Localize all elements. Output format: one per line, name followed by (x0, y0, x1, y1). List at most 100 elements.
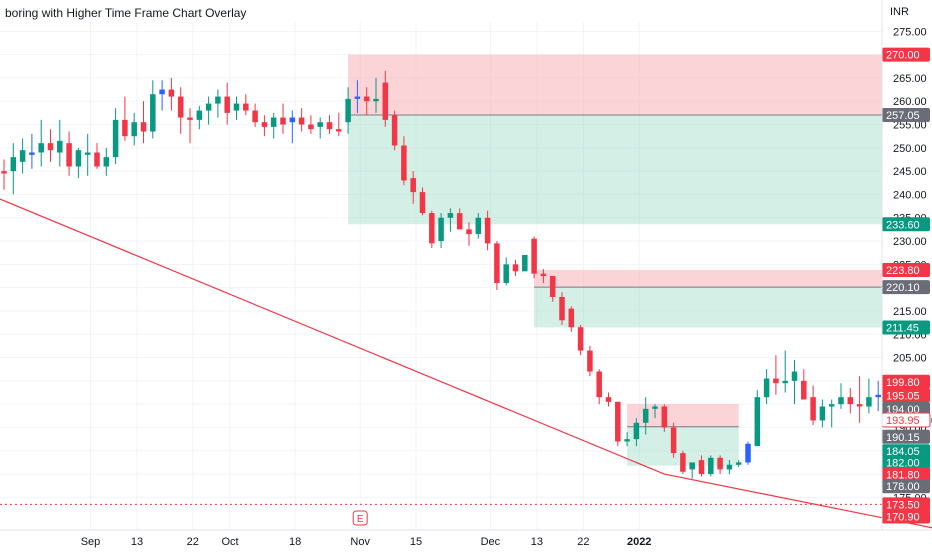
candle-body (66, 143, 72, 167)
y-tick-label: 230.00 (893, 236, 927, 248)
candle-body (224, 96, 230, 113)
candle-body (782, 380, 788, 384)
candle-body (177, 96, 184, 118)
x-tick-label: Dec (481, 536, 501, 548)
candle-body (512, 264, 519, 272)
zone-mid-supply (534, 269, 882, 288)
candle-body (215, 96, 221, 104)
candle-body (735, 462, 742, 465)
candle-body (475, 217, 482, 235)
candle-body (429, 213, 435, 244)
price-label-box (882, 388, 930, 403)
candle-body (354, 96, 361, 99)
price-label-box (882, 262, 930, 277)
candle-body (298, 117, 305, 125)
price-label-text: 190.15 (886, 432, 920, 444)
candle-body (661, 406, 668, 428)
candle-body (726, 464, 733, 470)
candle-body (717, 457, 723, 470)
candle-body (549, 276, 556, 297)
price-label-text: 223.80 (886, 265, 920, 277)
price-label-box (882, 217, 930, 232)
candle-body (168, 89, 175, 97)
x-tick-label: 18 (289, 536, 301, 548)
candle-body (10, 157, 17, 172)
price-label-box (882, 280, 930, 295)
candle-body (94, 152, 100, 167)
candle-body (243, 103, 249, 111)
candle-body (261, 122, 268, 127)
candle-body (642, 408, 649, 423)
candle-body (763, 378, 770, 398)
x-tick-label: 15 (410, 536, 422, 548)
candle-body (689, 462, 695, 470)
event-marker (352, 510, 368, 526)
candle-body (38, 143, 44, 153)
currency-label: INR (890, 6, 909, 18)
price-label-box (882, 467, 930, 482)
candle-body (29, 152, 35, 155)
candle-body (140, 122, 147, 132)
candle-body (252, 110, 258, 123)
price-label-box (882, 497, 930, 512)
candle-body (438, 217, 444, 242)
candle-body (652, 406, 658, 409)
x-tick-label: 22 (187, 536, 199, 548)
price-label-text: 178.00 (886, 481, 920, 493)
candle-body (187, 117, 193, 120)
y-tick-label: 205.00 (893, 353, 927, 365)
candle-body (159, 89, 165, 95)
candle-body (540, 273, 547, 276)
candle-body (587, 350, 593, 372)
candle-body (280, 117, 286, 125)
price-label-text: 193.95 (886, 415, 920, 427)
candle-body (419, 192, 426, 214)
candle-body (596, 371, 602, 398)
price-label-text: 182.00 (886, 457, 920, 469)
price-label-box (882, 401, 930, 416)
price-label-text: 199.80 (886, 377, 920, 389)
price-label-text: 173.50 (886, 499, 920, 511)
candle-body (494, 243, 500, 283)
candle-body (391, 115, 398, 146)
y-tick-label: 215.00 (893, 306, 927, 318)
y-tick-label: 275.00 (893, 26, 927, 38)
candle-body (847, 397, 854, 405)
y-tick-label: 255.00 (893, 120, 927, 132)
price-label-text: 184.05 (886, 446, 920, 458)
x-tick-label: 13 (531, 536, 543, 548)
trendline (0, 198, 932, 529)
zone-upper-demand (348, 114, 883, 225)
candle-body (47, 143, 54, 151)
price-label-box (882, 509, 930, 524)
price-label-text: 220.10 (886, 282, 920, 294)
candle-body (289, 117, 296, 123)
candle-body (57, 140, 63, 153)
price-label-box (882, 429, 930, 444)
y-tick-label: 240.00 (893, 189, 927, 201)
candle-body (875, 394, 881, 398)
candle-body (373, 98, 379, 102)
candle-body (150, 94, 156, 132)
candle-body (401, 145, 407, 181)
candle-body (838, 397, 844, 405)
price-label-text: 170.90 (886, 511, 920, 523)
candle-body (131, 122, 137, 137)
candle-body (317, 122, 323, 127)
candle-body (819, 406, 826, 421)
candle-body (624, 439, 630, 442)
candle-body (205, 103, 212, 111)
candle-body (466, 229, 472, 235)
candle-body (828, 404, 835, 407)
candle-body (773, 378, 779, 384)
event-marker-label: E (357, 514, 364, 525)
price-label-box (882, 47, 930, 62)
candle-body (698, 460, 705, 475)
candle-body (856, 404, 863, 407)
candle-body (84, 152, 91, 155)
candle-body (791, 371, 798, 381)
price-label-text: 181.80 (886, 470, 920, 482)
y-tick-label: 250.00 (893, 143, 927, 155)
